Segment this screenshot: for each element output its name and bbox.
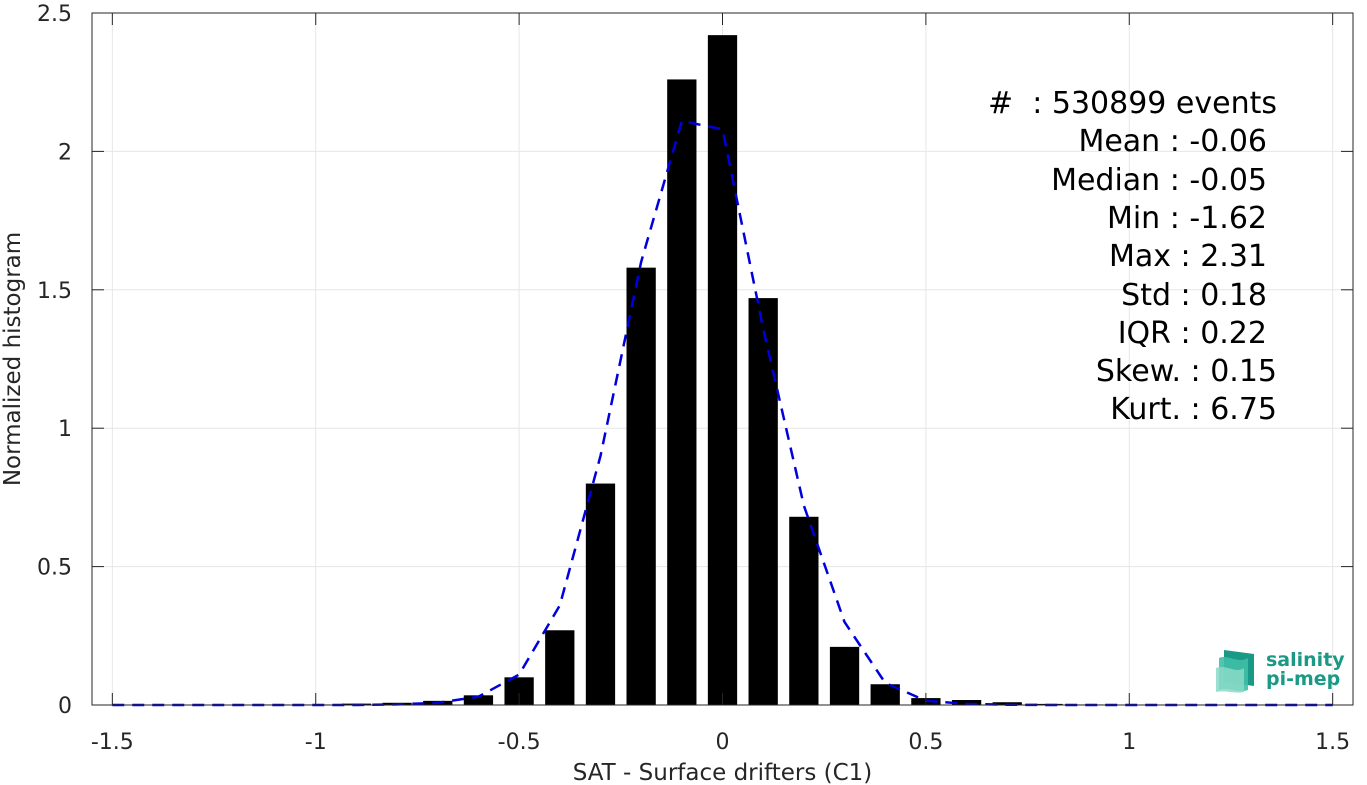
stat-line: Mean : -0.06 — [1078, 124, 1267, 160]
x-tick-label: 1 — [1122, 730, 1136, 755]
histogram-bar — [585, 483, 616, 705]
y-tick-label: 1 — [58, 417, 72, 442]
histogram-bar — [829, 646, 860, 705]
histogram-bar — [789, 516, 819, 705]
stat-line: IQR : 0.22 — [1117, 315, 1267, 351]
x-axis-label: SAT - Surface drifters (C1) — [573, 760, 873, 785]
histogram-bar — [748, 298, 778, 705]
stat-line: Std : 0.18 — [1121, 277, 1267, 313]
x-tick-label: -0.5 — [498, 730, 541, 755]
stat-line: Max : 2.31 — [1109, 239, 1267, 275]
bars — [97, 35, 1348, 706]
logo-line-1: salinity — [1266, 649, 1345, 671]
wave-logo-icon — [1216, 650, 1254, 693]
histogram-bar — [870, 684, 900, 705]
x-tick-label: 1.5 — [1315, 730, 1350, 755]
y-tick-label: 1.5 — [37, 279, 72, 304]
x-tick-label: -1.5 — [91, 730, 134, 755]
y-tick-label: 0.5 — [37, 556, 72, 581]
y-tick-label: 2.5 — [37, 2, 72, 27]
histogram-bar — [545, 630, 575, 705]
salinity-pi-mep-logo: salinity pi-mep — [1216, 646, 1346, 694]
y-axis-label: Normalized histogram — [0, 232, 26, 486]
axis-ticks: -1.5 -1 -0.5 0 0.5 1 1.5 0 0.5 1 1.5 2 2.5 — [37, 2, 1353, 755]
stat-line: Kurt. : 6.75 — [1110, 392, 1277, 428]
histogram-bar — [463, 695, 494, 705]
logo-line-2: pi-mep — [1266, 668, 1341, 690]
stat-line: Skew. : 0.15 — [1095, 354, 1277, 390]
x-tick-label: -1 — [305, 730, 327, 755]
histogram-bar — [951, 700, 982, 705]
y-tick-label: 2 — [58, 140, 72, 165]
x-tick-label: 0.5 — [908, 730, 943, 755]
y-tick-label: 0 — [58, 694, 72, 719]
stat-line: Min : -1.62 — [1106, 200, 1267, 236]
stat-line: Median : -0.05 — [1051, 162, 1267, 198]
histogram-bar — [626, 267, 656, 705]
histogram-bar — [667, 79, 697, 705]
histogram-bar — [707, 35, 738, 706]
stat-line: # : 530899 events — [988, 86, 1277, 121]
x-tick-label: 0 — [716, 730, 730, 755]
